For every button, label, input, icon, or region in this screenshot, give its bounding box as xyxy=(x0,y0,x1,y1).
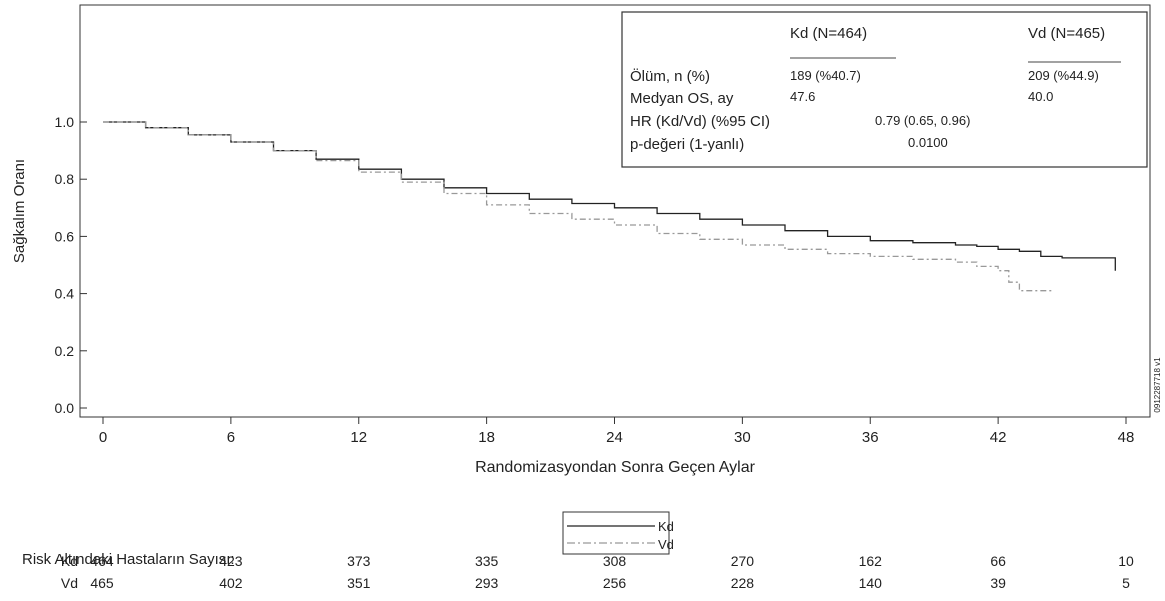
stats-header-kd: Kd (N=464) xyxy=(790,25,867,42)
y-tick-label: 0.6 xyxy=(55,228,75,244)
y-tick-label: 0.0 xyxy=(55,400,75,416)
risk-cell: 373 xyxy=(347,553,371,569)
risk-cell: 293 xyxy=(475,575,499,591)
risk-cell: 423 xyxy=(219,553,243,569)
x-tick-label: 6 xyxy=(227,429,235,446)
x-tick-label: 18 xyxy=(478,429,495,446)
risk-cell: 464 xyxy=(90,553,114,569)
risk-row-label: Vd xyxy=(61,575,78,591)
risk-cell: 270 xyxy=(731,553,755,569)
risk-cell: 140 xyxy=(859,575,883,591)
stats-hr-value: 0.79 (0.65, 0.96) xyxy=(875,113,970,128)
risk-table-title: Risk Altındaki Hastaların Sayısı: xyxy=(22,551,235,568)
stats-label-median-os: Medyan OS, ay xyxy=(630,90,734,107)
risk-row-label: Kd xyxy=(61,553,78,569)
legend-label-kd: Kd xyxy=(658,519,674,534)
y-tick-label: 0.8 xyxy=(55,171,75,187)
y-tick-label: 0.4 xyxy=(55,286,75,302)
stats-label-deaths: Ölüm, n (%) xyxy=(630,67,710,85)
y-axis: 0.0 0.2 0.4 0.6 0.8 1.0 xyxy=(55,114,87,416)
stats-box-frame xyxy=(621,11,1148,168)
risk-cell: 402 xyxy=(219,575,243,591)
x-tick-label: 12 xyxy=(350,429,367,446)
x-axis-label: Randomizasyondan Sonra Geçen Aylar xyxy=(475,459,756,476)
stats-deaths-kd: 189 (%40.7) xyxy=(790,68,861,83)
stats-label-pvalue: p-değeri (1-yanlı) xyxy=(630,136,744,153)
stats-box: Kd (N=464) Vd (N=465) Ölüm, n (%) 189 (%… xyxy=(621,11,1148,168)
risk-cell: 351 xyxy=(347,575,371,591)
y-axis-label: Sağkalım Oranı xyxy=(11,159,28,263)
stats-median-vd: 40.0 xyxy=(1028,89,1053,104)
risk-cell: 10 xyxy=(1118,553,1134,569)
risk-cell: 162 xyxy=(859,553,883,569)
legend-frame xyxy=(562,511,670,555)
risk-cell: 39 xyxy=(990,575,1006,591)
watermark-code: 0912287718 v1 xyxy=(1153,357,1162,413)
series-layer xyxy=(103,121,1116,294)
y-tick-label: 1.0 xyxy=(55,114,75,130)
x-axis: 0 6 12 18 24 30 36 42 48 xyxy=(99,417,1135,446)
x-tick-label: 48 xyxy=(1118,429,1135,446)
risk-cell: 228 xyxy=(731,575,755,591)
risk-cell: 256 xyxy=(603,575,627,591)
risk-table: Kd 464 423 373 335 308 270 162 66 10 Vd 465 402 351 29… xyxy=(61,553,1134,591)
risk-cell: 335 xyxy=(475,553,499,569)
risk-cell: 465 xyxy=(90,575,114,591)
legend: Kd Vd xyxy=(562,511,674,555)
x-tick-label: 36 xyxy=(862,429,879,446)
stats-deaths-vd: 209 (%44.9) xyxy=(1028,68,1099,83)
risk-cell: 5 xyxy=(1122,575,1130,591)
x-tick-label: 30 xyxy=(734,429,751,446)
risk-cell: 66 xyxy=(990,553,1006,569)
risk-cell: 308 xyxy=(603,553,627,569)
x-tick-label: 24 xyxy=(606,429,623,446)
y-tick-label: 0.2 xyxy=(55,343,75,359)
stats-label-hr: HR (Kd/Vd) (%95 CI) xyxy=(630,113,770,130)
stats-header-vd: Vd (N=465) xyxy=(1028,25,1105,42)
x-tick-label: 0 xyxy=(99,429,107,446)
x-tick-label: 42 xyxy=(990,429,1007,446)
series-line-vd xyxy=(103,121,1053,294)
stats-pvalue-value: 0.0100 xyxy=(908,135,948,150)
legend-label-vd: Vd xyxy=(658,537,674,552)
stats-median-kd: 47.6 xyxy=(790,89,815,104)
